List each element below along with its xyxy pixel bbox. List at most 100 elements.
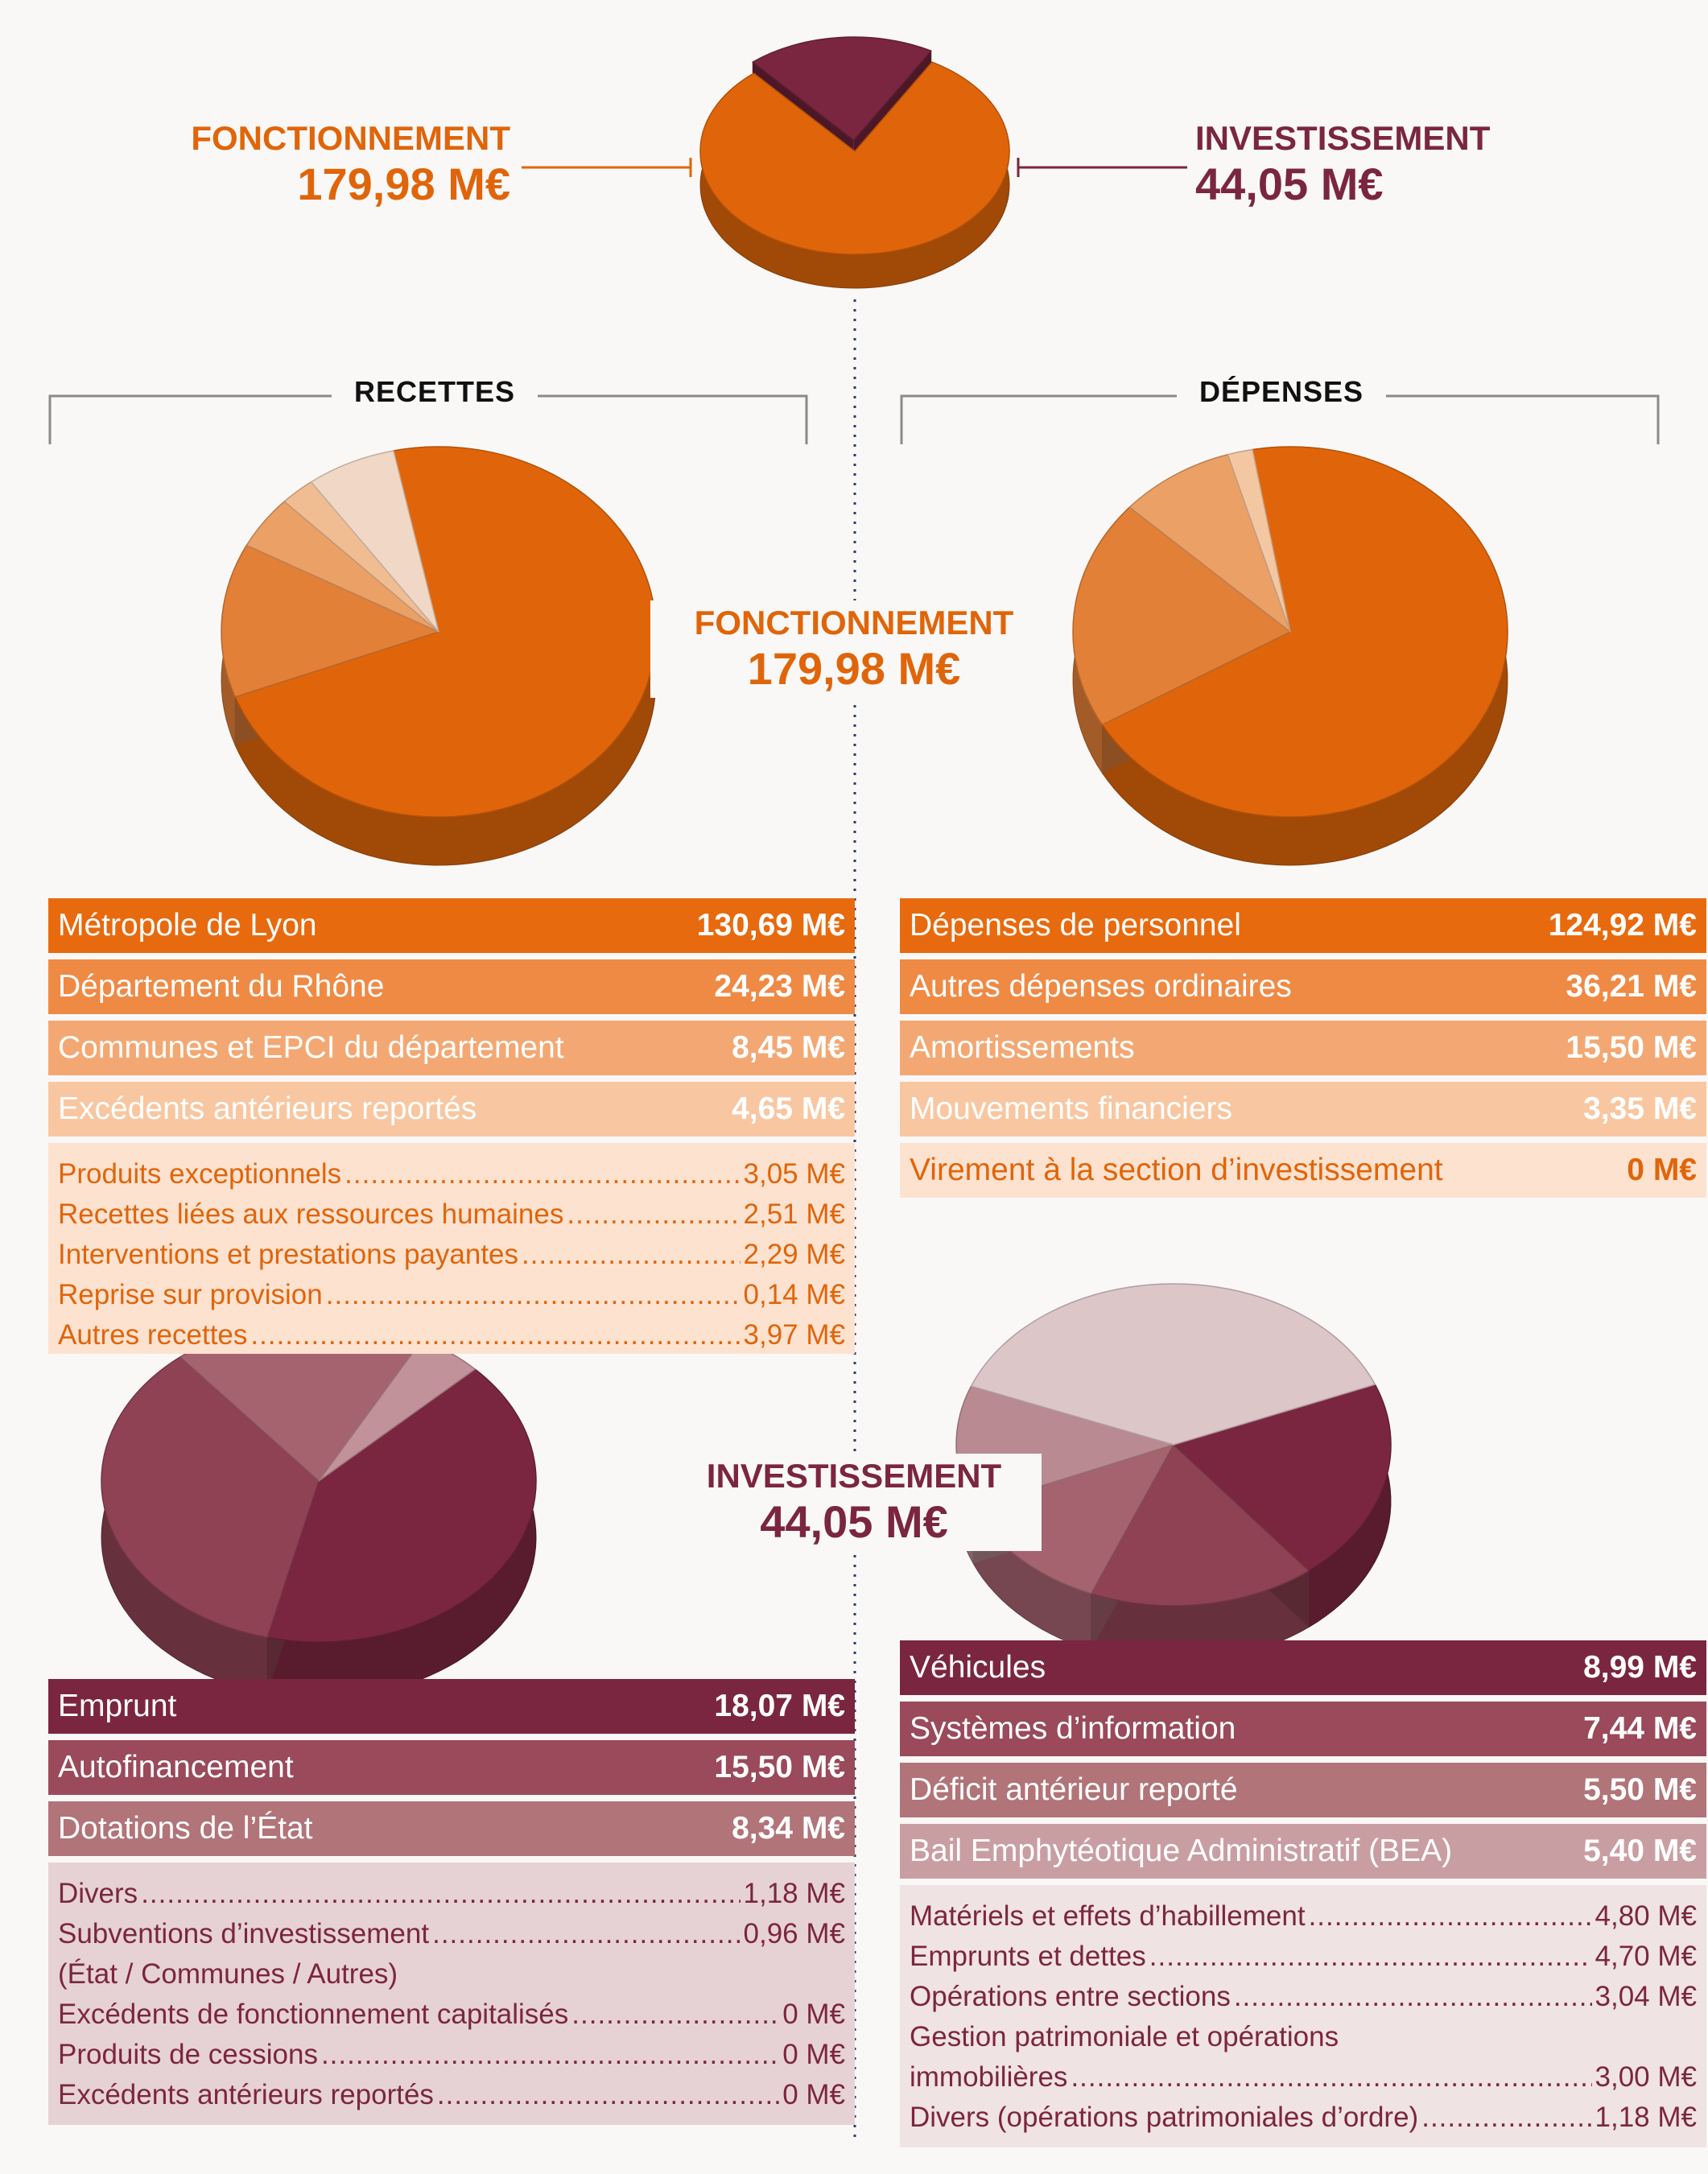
- item-label: Produits exceptionnels: [58, 1158, 342, 1190]
- row-label: Communes et EPCI du département: [58, 1030, 564, 1065]
- row-label: Amortissements: [910, 1030, 1135, 1065]
- table-recettes-investissement: Emprunt 18,07 M€ Autofinancement 15,50 M€ …: [48, 1679, 855, 2125]
- item-label: immobilières: [910, 2061, 1068, 2093]
- table-row: Amortissements 15,50 M€: [900, 1021, 1706, 1075]
- pie-top: [699, 36, 1010, 289]
- item-label: Matériels et effets d’habillement: [910, 1900, 1306, 1932]
- header-recettes: RECETTES: [332, 375, 538, 409]
- table-row: Mouvements financiers 3,35 M€: [900, 1082, 1706, 1137]
- item-value: 0 M€: [782, 2079, 845, 2110]
- table-row: Déficit antérieur reporté 5,50 M€: [900, 1763, 1706, 1817]
- list-item: Produits exceptionnels 3,05 M€: [58, 1154, 845, 1194]
- list-item: immobilières 3,00 M€: [910, 2057, 1697, 2098]
- table-row: Bail Emphytéotique Administratif (BEA) 5,…: [900, 1824, 1706, 1879]
- table-depenses-investissement: Véhicules 8,99 M€ Systèmes d’information 7…: [900, 1640, 1706, 2147]
- row-value: 124,92 M€: [1548, 908, 1697, 943]
- list-item: Divers 1,18 M€: [58, 1874, 845, 1914]
- pie-slice-systemes: [1090, 1443, 1310, 1607]
- details-depenses-investissement: Matériels et effets d’habillement 4,80 M€…: [900, 1885, 1706, 2147]
- row-value: 18,07 M€: [714, 1689, 845, 1723]
- item-value: 0,14 M€: [743, 1279, 845, 1310]
- row-label: Emprunt: [58, 1689, 177, 1723]
- row-label: Autres dépenses ordinaires: [910, 969, 1292, 1004]
- item-label: Produits de cessions: [58, 2039, 318, 2070]
- item-label: Emprunts et dettes: [910, 1941, 1146, 1972]
- pie-recettes-fonctionnement: [221, 446, 657, 866]
- table-row: Véhicules 8,99 M€: [900, 1640, 1706, 1695]
- row-value: 24,23 M€: [714, 969, 845, 1004]
- list-item: Matériels et effets d’habillement 4,80 M€: [910, 1896, 1697, 1937]
- row-value: 7,44 M€: [1583, 1711, 1697, 1746]
- list-item: Divers (opérations patrimoniales d’ordre…: [910, 2098, 1697, 2138]
- top-investissement-label: INVESTISSEMENT 44,05 M€: [1195, 119, 1490, 210]
- item-label: Recettes liées aux ressources humaines: [58, 1198, 564, 1230]
- center-investissement-title: INVESTISSEMENT: [706, 1457, 1002, 1495]
- list-item: Recettes liées aux ressources humaines 2,…: [58, 1194, 845, 1235]
- item-label: Excédents antérieurs reportés: [58, 2079, 434, 2110]
- list-item: Produits de cessions 0 M€: [58, 2035, 845, 2075]
- table-row: Excédents antérieurs reportés 4,65 M€: [48, 1082, 855, 1137]
- item-label: Subventions d’investissement: [58, 1918, 430, 1949]
- item-label: Reprise sur provision: [58, 1279, 323, 1310]
- pie-slice-autres: [310, 450, 439, 633]
- top-investissement-title: INVESTISSEMENT: [1195, 119, 1491, 157]
- pie-slice-investissement: [751, 36, 932, 142]
- list-item: Autres recettes 3,97 M€: [58, 1315, 845, 1355]
- row-value: 5,40 M€: [1583, 1834, 1697, 1868]
- item-label: (État / Communes / Autres): [58, 1958, 398, 1990]
- pie-slice-personnel: [1101, 446, 1508, 818]
- pie-depenses-fonctionnement: [1072, 446, 1508, 866]
- list-item: Gestion patrimoniale et opérations: [910, 2017, 1697, 2057]
- pie-slice-departement: [221, 544, 441, 698]
- row-value: 130,69 M€: [696, 908, 845, 943]
- row-value: 8,45 M€: [732, 1030, 845, 1065]
- row-label: Excédents antérieurs reportés: [58, 1091, 477, 1126]
- table-row: Virement à la section d’investissement 0 …: [900, 1143, 1706, 1198]
- item-label: Gestion patrimoniale et opérations: [910, 2021, 1339, 2052]
- row-value: 3,35 M€: [1583, 1091, 1697, 1126]
- item-value: 0 M€: [782, 1999, 845, 2030]
- list-item: Excédents de fonctionnement capitalisés 0…: [58, 1995, 845, 2035]
- row-value: 15,50 M€: [1566, 1030, 1697, 1065]
- list-item: Reprise sur provision 0,14 M€: [58, 1275, 845, 1315]
- pie-slice-autres: [1072, 506, 1292, 726]
- table-row: Emprunt 18,07 M€: [48, 1679, 855, 1734]
- pie-slice-autofinancement: [101, 1356, 320, 1639]
- row-value: 5,50 M€: [1583, 1772, 1697, 1807]
- row-label: Déficit antérieur reporté: [910, 1772, 1238, 1807]
- pie-slice-autres: [970, 1283, 1376, 1446]
- center-fonctionnement-title: FONCTIONNEMENT: [694, 604, 1014, 641]
- row-label: Virement à la section d’investissement: [910, 1153, 1443, 1187]
- pie-slice-metropole: [234, 446, 657, 818]
- row-value: 4,65 M€: [732, 1091, 845, 1126]
- item-label: Opérations entre sections: [910, 1981, 1231, 2012]
- top-fonctionnement-title: FONCTIONNEMENT: [191, 119, 510, 157]
- row-label: Systèmes d’information: [910, 1711, 1236, 1746]
- item-value: 0 M€: [782, 2039, 845, 2070]
- item-value: 3,00 M€: [1595, 2061, 1697, 2093]
- pie-slice-amortissements: [1128, 453, 1292, 634]
- row-value: 15,50 M€: [714, 1750, 845, 1784]
- details-recettes-investissement: Divers 1,18 M€ Subventions d’investisseme…: [48, 1863, 855, 2125]
- list-item: Opérations entre sections 3,04 M€: [910, 1977, 1697, 2017]
- top-investissement-value: 44,05 M€: [1195, 159, 1384, 209]
- item-value: 4,70 M€: [1595, 1941, 1697, 1972]
- row-label: Département du Rhône: [58, 969, 385, 1004]
- item-value: 1,18 M€: [743, 1878, 845, 1909]
- list-item: (État / Communes / Autres): [58, 1954, 845, 1995]
- item-value: 0,96 M€: [743, 1918, 845, 1949]
- center-investissement-value: 44,05 M€: [760, 1496, 948, 1547]
- row-label: Autofinancement: [58, 1750, 294, 1784]
- item-value: 1,18 M€: [1595, 2102, 1697, 2133]
- row-label: Bail Emphytéotique Administratif (BEA): [910, 1834, 1453, 1868]
- row-label: Véhicules: [910, 1650, 1046, 1685]
- item-value: 2,29 M€: [743, 1239, 845, 1270]
- row-value: 0 M€: [1627, 1153, 1697, 1187]
- table-row: Dépenses de personnel 124,92 M€: [900, 898, 1706, 953]
- pie-slice-vehicules: [1172, 1384, 1392, 1572]
- center-fonctionnement: FONCTIONNEMENT 179,98 M€: [650, 600, 1058, 698]
- center-investissement: INVESTISSEMENT 44,05 M€: [666, 1454, 1042, 1551]
- row-label: Dépenses de personnel: [910, 908, 1241, 943]
- table-row: Autofinancement 15,50 M€: [48, 1740, 855, 1795]
